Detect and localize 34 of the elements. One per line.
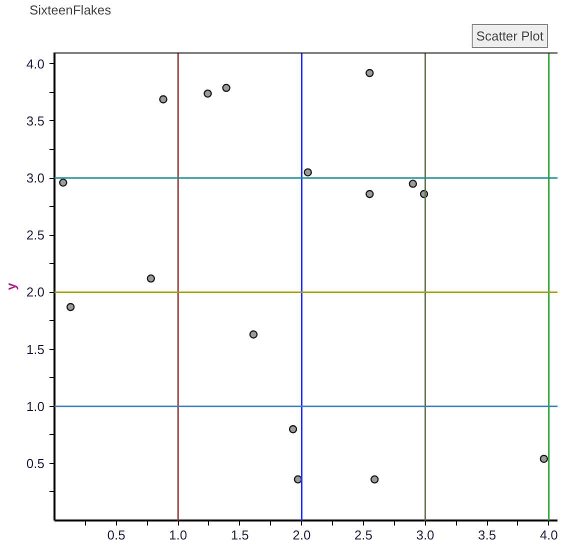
point	[370, 475, 379, 484]
x-tick-label: 3.0	[416, 528, 434, 542]
y-tick-label: 2.5	[26, 228, 45, 243]
point	[59, 178, 68, 187]
y-tick-label: 0.5	[26, 456, 45, 471]
point	[249, 330, 258, 339]
chart-title: SixteenFlakes	[30, 2, 112, 18]
y-axis-title: y	[3, 282, 18, 290]
x-tick-label: 1.5	[230, 528, 249, 542]
point	[159, 95, 168, 104]
point	[540, 454, 548, 464]
x-tick-label: 3.5	[478, 528, 496, 542]
y-tick-label: 3.5	[26, 113, 45, 128]
x-tick-label: 2.0	[292, 528, 311, 542]
point	[204, 89, 212, 98]
y-tick-label: 1.0	[26, 398, 45, 414]
y-tick-label: 2.0	[26, 284, 45, 300]
point	[294, 475, 302, 484]
x-tick-label: 0.5	[107, 528, 126, 542]
point	[222, 84, 230, 92]
x-tick-label: 4.0	[540, 528, 558, 542]
x-tick-label: 1.0	[169, 528, 188, 542]
y-tick-label: 3.0	[26, 170, 45, 186]
point	[304, 168, 312, 176]
point	[408, 180, 418, 188]
x-tick-label: 2.5	[354, 528, 373, 542]
point	[365, 68, 374, 78]
point	[66, 302, 75, 312]
point	[288, 425, 298, 434]
y-tick-label: 1.5	[26, 342, 45, 357]
text: Scatter Plot	[476, 28, 544, 44]
point	[365, 190, 374, 198]
point	[146, 274, 156, 283]
y-tick-label: 4.0	[26, 56, 45, 72]
